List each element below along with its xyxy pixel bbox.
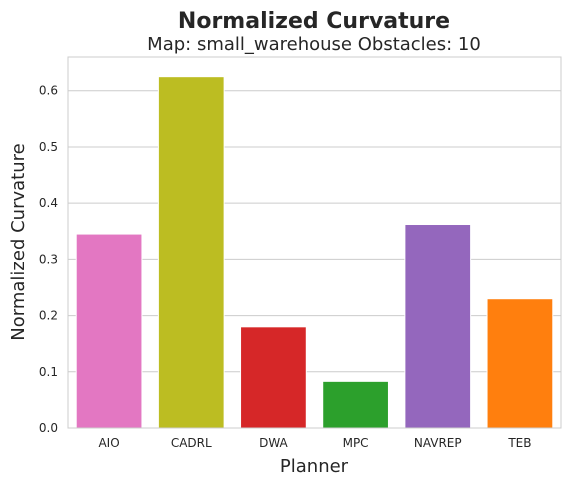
bar-mpc xyxy=(322,380,389,429)
gridlines xyxy=(68,90,561,429)
x-tick-label: CADRL xyxy=(171,436,212,450)
bar-cadrl xyxy=(157,76,225,429)
y-axis-label: Normalized Curvature xyxy=(8,143,29,340)
y-tick-label: 0.0 xyxy=(39,421,58,435)
y-axis-ticks: 0.0 0.1 0.2 0.3 0.4 0.5 0.6 xyxy=(39,84,58,435)
x-tick-label: AIO xyxy=(98,436,119,450)
x-tick-label: NAVREP xyxy=(414,436,462,450)
bars xyxy=(75,76,554,429)
bar-teb xyxy=(486,298,554,429)
x-axis-ticks: AIO CADRL DWA MPC NAVREP TEB xyxy=(98,436,531,450)
x-tick-label: TEB xyxy=(507,436,531,450)
y-tick-label: 0.3 xyxy=(39,252,58,266)
x-axis-label: Planner xyxy=(280,456,349,477)
y-tick-label: 0.6 xyxy=(39,84,58,98)
y-tick-label: 0.4 xyxy=(39,196,58,210)
y-tick-label: 0.2 xyxy=(39,309,58,323)
bar-aio xyxy=(75,233,143,429)
bar-navrep xyxy=(404,224,472,429)
y-tick-label: 0.1 xyxy=(39,365,58,379)
plot-frame xyxy=(67,56,562,429)
chart-subtitle: Map: small_warehouse Obstacles: 10 xyxy=(147,34,481,55)
bar-dwa xyxy=(240,326,307,429)
x-tick-label: DWA xyxy=(259,436,288,450)
y-tick-label: 0.5 xyxy=(39,140,58,154)
x-tick-label: MPC xyxy=(343,436,369,450)
chart-title: Normalized Curvature xyxy=(178,9,450,34)
